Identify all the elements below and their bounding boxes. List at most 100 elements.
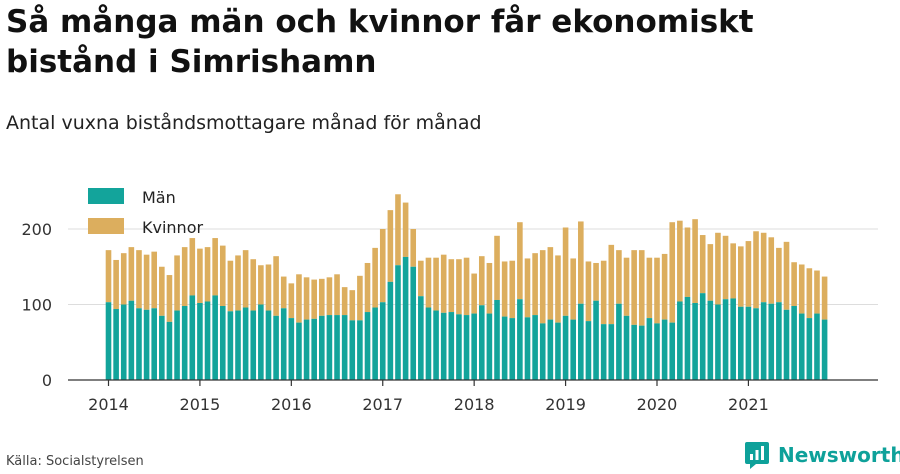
bar-man [227, 311, 234, 380]
chart-subtitle: Antal vuxna biståndsmottagare månad för … [6, 112, 482, 134]
bar-man [212, 295, 218, 380]
bar-man [189, 295, 196, 380]
bar-kvinnor [136, 250, 142, 309]
y-tick-label: 100 [21, 296, 52, 315]
x-tick-label: 2017 [362, 395, 403, 414]
axes: 0 100 200 2014 2015 2016 2017 2018 2019 2020 2021 [21, 220, 878, 414]
bar-man [623, 315, 630, 380]
bar-kvinnor [593, 262, 599, 301]
bar-kvinnor [722, 235, 729, 300]
bar-kvinnor [143, 254, 150, 310]
bar-man [105, 302, 112, 380]
bar-man [326, 315, 333, 380]
bar-man [174, 310, 180, 380]
bar-kvinnor [562, 227, 569, 316]
bar-kvinnor [425, 257, 432, 308]
bar-man [555, 322, 561, 380]
bar-man [692, 302, 698, 380]
bar-kvinnor [578, 221, 584, 304]
x-tick-label: 2015 [180, 395, 221, 414]
bar-man [654, 323, 660, 380]
bar-man [524, 317, 531, 380]
bar-kvinnor [174, 255, 180, 311]
bar-man [677, 301, 683, 380]
bar-kvinnor [715, 232, 721, 305]
bar-kvinnor [570, 258, 576, 320]
bar-kvinnor [303, 277, 310, 320]
x-tick-label: 2019 [545, 395, 586, 414]
bar-kvinnor [258, 265, 264, 305]
bar-kvinnor [532, 253, 538, 316]
bar-kvinnor [296, 274, 302, 323]
bar-man [357, 320, 363, 380]
bar-kvinnor [334, 274, 340, 316]
bar-kvinnor [113, 259, 119, 310]
x-tick-label: 2021 [728, 395, 769, 414]
bar-kvinnor [364, 262, 371, 313]
brand-logo-block[interactable]: Newsworthy [744, 440, 900, 470]
bar-kvinnor [288, 283, 295, 319]
bar-kvinnor [798, 264, 805, 314]
bar-man [151, 308, 158, 380]
bar-man [707, 300, 714, 380]
bar-kvinnor [349, 290, 356, 321]
bar-man [181, 306, 188, 380]
bar-kvinnor [189, 238, 196, 296]
bar-man [296, 322, 302, 380]
bar-man [128, 300, 135, 380]
y-tick-label: 0 [42, 371, 52, 390]
bar-man [463, 315, 470, 380]
bar-kvinnor [638, 250, 645, 326]
bar-kvinnor [661, 253, 668, 320]
bar-man [737, 306, 744, 380]
bar-man [242, 307, 249, 380]
bar-man [669, 322, 676, 380]
bar-kvinnor [608, 244, 615, 325]
bar-man [334, 315, 340, 380]
bar-kvinnor [265, 264, 272, 311]
bar-kvinnor [791, 262, 797, 307]
bar-man [532, 315, 538, 380]
bar-man [791, 306, 797, 380]
bar-kvinnor [517, 222, 523, 300]
bar-kvinnor [204, 247, 211, 302]
bar-man [798, 313, 805, 380]
bar-man [578, 303, 584, 380]
bar-man [486, 313, 493, 380]
bar-man [547, 319, 554, 380]
legend: Män Kvinnor [88, 188, 203, 237]
bar-man [303, 319, 310, 380]
bar-kvinnor [623, 257, 630, 316]
bar-man [570, 319, 576, 380]
bar-kvinnor [471, 273, 477, 314]
bar-man [143, 309, 150, 380]
bar-man [638, 325, 645, 380]
bar-kvinnor [242, 250, 249, 308]
bar-kvinnor [166, 275, 173, 322]
bar-man [730, 298, 736, 380]
bar-man [440, 312, 447, 380]
bar-man [448, 312, 455, 380]
bar-kvinnor [494, 235, 500, 300]
bar-kvinnor [227, 260, 234, 312]
legend-swatch-women [88, 218, 124, 234]
bar-man [418, 296, 424, 380]
bar-kvinnor [692, 219, 698, 303]
bar-kvinnor [273, 256, 279, 316]
bar-kvinnor [486, 262, 493, 314]
bar-kvinnor [326, 277, 333, 316]
bar-man [341, 315, 348, 380]
bar-man [715, 304, 721, 380]
bar-kvinnor [600, 260, 607, 325]
bar-man [753, 308, 759, 380]
x-tick-label: 2014 [88, 395, 129, 414]
bar-man [745, 306, 752, 380]
bar-man [616, 303, 622, 380]
bar-kvinnor [440, 254, 447, 313]
bar-kvinnor [745, 241, 752, 307]
bar-kvinnor [753, 231, 759, 309]
bar-man [311, 318, 317, 380]
bar-kvinnor [478, 256, 485, 306]
bar-kvinnor [433, 257, 439, 311]
bar-man [265, 310, 272, 380]
